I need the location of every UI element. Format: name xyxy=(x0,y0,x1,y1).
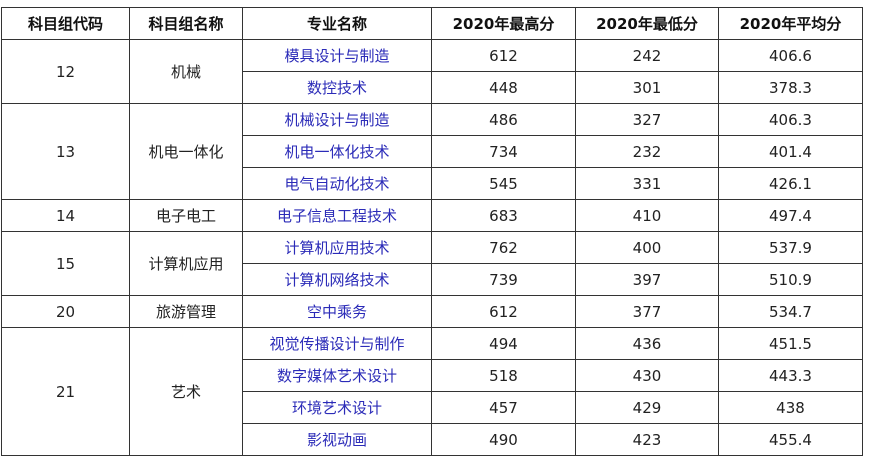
table-row: 14 电子电工 电子信息工程技术 683 410 497.4 xyxy=(1,199,863,232)
table-row: 影视动画 490 423 455.4 xyxy=(2,423,863,456)
table-row: 数字媒体艺术设计 518 430 443.3 xyxy=(2,359,863,392)
major-name-cell: 机电一体化技术 xyxy=(242,135,432,168)
table-body: 12 机械 模具设计与制造 612 242 406.6 数控技术 448 301 378.3 13 机… xyxy=(1,39,863,456)
avg-score-cell: 455.4 xyxy=(718,423,863,456)
avg-score-cell: 401.4 xyxy=(718,135,863,168)
group-name-cell: 电子电工 xyxy=(129,199,243,232)
table-row: 21 艺术 视觉传播设计与制作 494 436 451.5 xyxy=(1,327,863,456)
max-score-cell: 762 xyxy=(431,231,576,264)
group-code-cell: 14 xyxy=(1,199,130,232)
major-name-cell: 数控技术 xyxy=(242,71,432,104)
avg-score-cell: 534.7 xyxy=(718,295,863,328)
table-row: 电气自动化技术 545 331 426.1 xyxy=(2,167,863,200)
avg-score-cell: 451.5 xyxy=(718,327,863,360)
major-name-cell: 数字媒体艺术设计 xyxy=(242,359,432,392)
table-row: 计算机网络技术 739 397 510.9 xyxy=(2,263,863,296)
min-score-cell: 301 xyxy=(575,71,719,104)
min-score-cell: 436 xyxy=(575,327,719,360)
header-row: 科目组代码 科目组名称 专业名称 2020年最高分 2020年最低分 2020年… xyxy=(1,7,863,40)
avg-score-cell: 406.3 xyxy=(718,103,863,136)
score-table: 科目组代码 科目组名称 专业名称 2020年最高分 2020年最低分 2020年… xyxy=(1,7,863,456)
table-row: 数控技术 448 301 378.3 xyxy=(2,71,863,104)
group-name-cell: 旅游管理 xyxy=(129,295,243,328)
header-avg-score: 2020年平均分 xyxy=(718,7,863,40)
major-name-cell: 机械设计与制造 xyxy=(242,103,432,136)
table-row: 15 计算机应用 计算机应用技术 762 400 537.9 xyxy=(1,231,863,296)
major-name-cell: 视觉传播设计与制作 xyxy=(242,327,432,360)
max-score-cell: 545 xyxy=(431,167,576,200)
min-score-cell: 400 xyxy=(575,231,719,264)
group-code-cell: 15 xyxy=(1,231,130,296)
major-name-cell: 环境艺术设计 xyxy=(242,391,432,424)
group-code-cell: 20 xyxy=(1,295,130,328)
min-score-cell: 429 xyxy=(575,391,719,424)
major-name-cell: 电气自动化技术 xyxy=(242,167,432,200)
avg-score-cell: 426.1 xyxy=(718,167,863,200)
major-name-cell: 计算机网络技术 xyxy=(242,263,432,296)
max-score-cell: 448 xyxy=(431,71,576,104)
avg-score-cell: 378.3 xyxy=(718,71,863,104)
max-score-cell: 518 xyxy=(431,359,576,392)
min-score-cell: 242 xyxy=(575,39,719,72)
avg-score-cell: 443.3 xyxy=(718,359,863,392)
min-score-cell: 423 xyxy=(575,423,719,456)
header-major-name: 专业名称 xyxy=(242,7,432,40)
avg-score-cell: 438 xyxy=(718,391,863,424)
header-max-score: 2020年最高分 xyxy=(431,7,576,40)
min-score-cell: 430 xyxy=(575,359,719,392)
header-group-name: 科目组名称 xyxy=(129,7,243,40)
group-name-cell: 艺术 xyxy=(129,327,243,456)
group-name-cell: 机械 xyxy=(129,39,243,104)
major-name-cell: 模具设计与制造 xyxy=(242,39,432,72)
group-name-cell: 机电一体化 xyxy=(129,103,243,200)
table-row: 13 机电一体化 机械设计与制造 486 327 406.3 xyxy=(1,103,863,200)
max-score-cell: 494 xyxy=(431,327,576,360)
table-row: 机电一体化技术 734 232 401.4 xyxy=(2,135,863,168)
min-score-cell: 397 xyxy=(575,263,719,296)
max-score-cell: 457 xyxy=(431,391,576,424)
group-code-cell: 12 xyxy=(1,39,130,104)
group-code-cell: 13 xyxy=(1,103,130,200)
max-score-cell: 490 xyxy=(431,423,576,456)
min-score-cell: 327 xyxy=(575,103,719,136)
min-score-cell: 232 xyxy=(575,135,719,168)
header-min-score: 2020年最低分 xyxy=(575,7,719,40)
min-score-cell: 331 xyxy=(575,167,719,200)
major-name-cell: 影视动画 xyxy=(242,423,432,456)
avg-score-cell: 510.9 xyxy=(718,263,863,296)
max-score-cell: 739 xyxy=(431,263,576,296)
group-code-cell: 21 xyxy=(1,327,130,456)
major-name-cell: 计算机应用技术 xyxy=(242,231,432,264)
avg-score-cell: 497.4 xyxy=(718,199,863,232)
max-score-cell: 734 xyxy=(431,135,576,168)
min-score-cell: 410 xyxy=(575,199,719,232)
avg-score-cell: 406.6 xyxy=(718,39,863,72)
max-score-cell: 612 xyxy=(431,295,576,328)
max-score-cell: 612 xyxy=(431,39,576,72)
min-score-cell: 377 xyxy=(575,295,719,328)
max-score-cell: 486 xyxy=(431,103,576,136)
group-name-cell: 计算机应用 xyxy=(129,231,243,296)
avg-score-cell: 537.9 xyxy=(718,231,863,264)
table-row: 20 旅游管理 空中乘务 612 377 534.7 xyxy=(1,295,863,328)
major-name-cell: 电子信息工程技术 xyxy=(242,199,432,232)
major-name-cell: 空中乘务 xyxy=(242,295,432,328)
header-group-code: 科目组代码 xyxy=(1,7,130,40)
table-row: 环境艺术设计 457 429 438 xyxy=(2,391,863,424)
table-row: 12 机械 模具设计与制造 612 242 406.6 xyxy=(1,39,863,104)
max-score-cell: 683 xyxy=(431,199,576,232)
